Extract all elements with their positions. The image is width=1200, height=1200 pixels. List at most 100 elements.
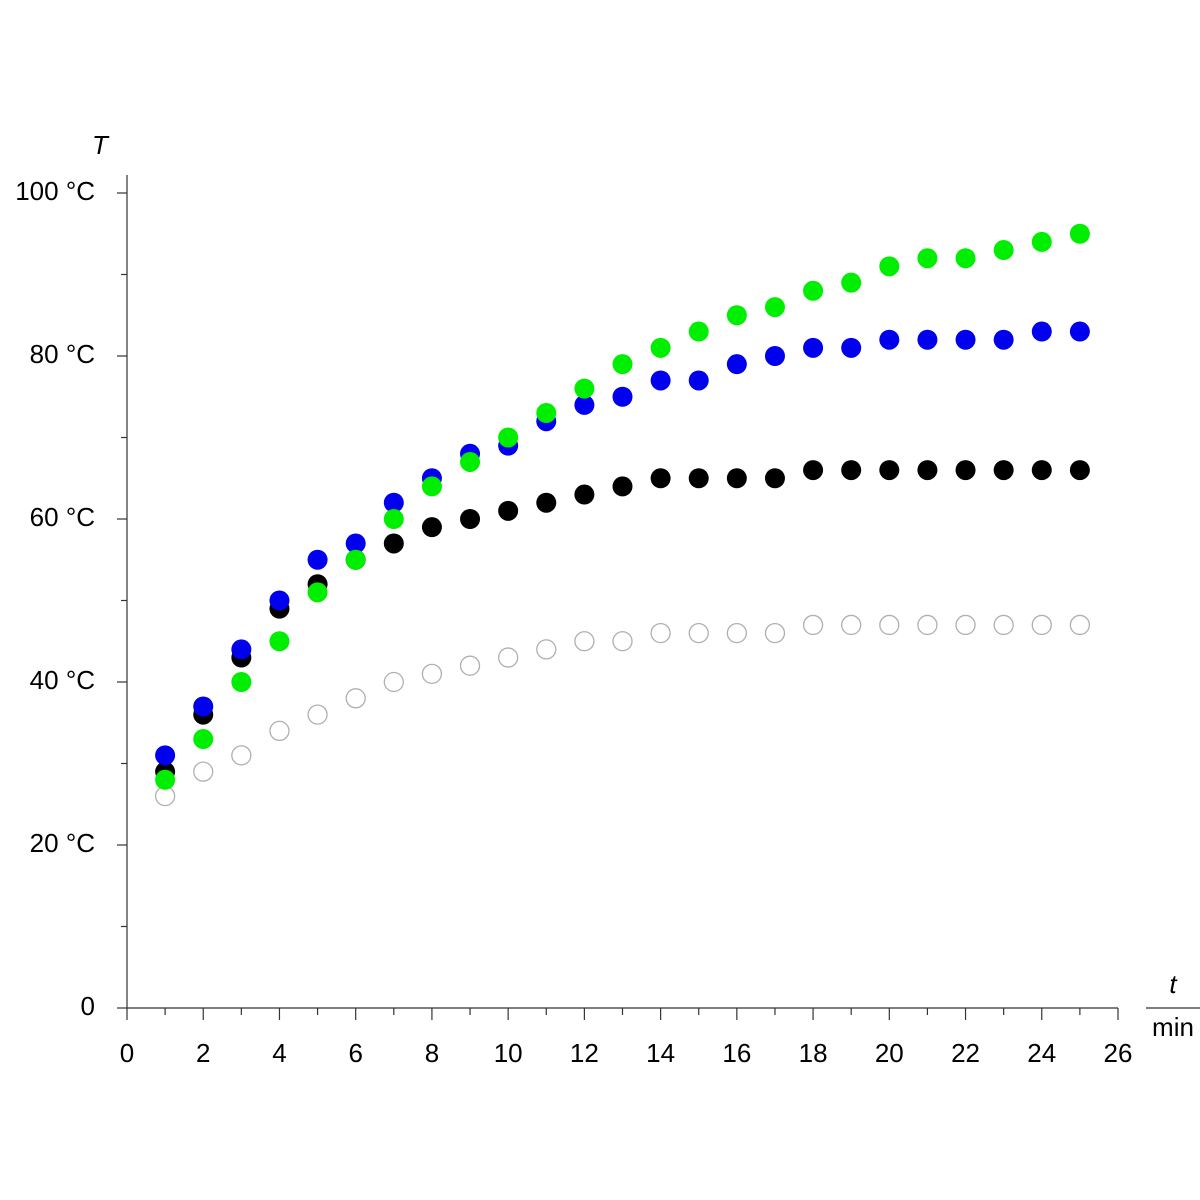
- data-point: [193, 696, 214, 717]
- data-point: [231, 745, 252, 766]
- data-point: [841, 614, 862, 636]
- x-axis-unit: min: [1152, 1012, 1194, 1042]
- data-point: [803, 280, 824, 301]
- data-point: [688, 622, 709, 644]
- data-point: [1031, 231, 1052, 252]
- data-point: [993, 614, 1014, 636]
- data-point: [612, 354, 633, 375]
- data-point: [764, 468, 785, 489]
- data-point: [269, 631, 290, 652]
- data-point: [955, 460, 976, 481]
- data-point: [650, 468, 671, 489]
- data-point: [879, 256, 900, 277]
- data-point: [307, 549, 328, 570]
- data-point: [1069, 460, 1090, 481]
- data-point: [574, 631, 595, 652]
- data-point: [574, 394, 595, 415]
- x-tick-label: 20: [875, 1038, 904, 1068]
- data-point: [421, 663, 443, 684]
- data-point: [955, 614, 976, 636]
- x-tick-label: 18: [799, 1038, 828, 1068]
- y-tick-label: 20 °C: [30, 828, 95, 858]
- data-point: [726, 305, 747, 326]
- data-point: [574, 484, 595, 505]
- data-point: [460, 451, 481, 472]
- data-point: [993, 329, 1014, 350]
- y-tick-label: 100 °C: [15, 176, 95, 206]
- data-point: [993, 460, 1014, 481]
- data-point: [688, 321, 709, 342]
- data-point: [841, 272, 862, 293]
- data-point: [307, 582, 328, 603]
- data-point: [803, 337, 824, 358]
- data-point: [269, 720, 290, 742]
- data-point: [802, 614, 824, 636]
- x-tick-label: 8: [425, 1038, 439, 1068]
- data-point: [879, 329, 900, 350]
- x-tick-label: 14: [646, 1038, 675, 1068]
- data-point: [688, 370, 709, 391]
- data-point: [383, 671, 404, 693]
- data-point: [726, 468, 747, 489]
- data-point: [1031, 460, 1052, 481]
- x-tick-label: 2: [196, 1038, 210, 1068]
- y-tick-label: 40 °C: [30, 665, 95, 695]
- data-point: [536, 492, 557, 513]
- x-tick-label: 12: [570, 1038, 599, 1068]
- data-point: [155, 769, 176, 790]
- data-point: [612, 631, 633, 652]
- data-point: [612, 386, 633, 407]
- y-tick-label: 0: [81, 991, 95, 1021]
- data-point: [917, 329, 938, 350]
- data-point: [231, 639, 252, 660]
- data-point: [841, 337, 862, 358]
- data-point: [764, 297, 785, 318]
- x-tick-label: 6: [348, 1038, 362, 1068]
- data-point: [803, 460, 824, 481]
- data-point: [421, 476, 442, 497]
- data-point: [536, 403, 557, 424]
- data-point: [764, 622, 786, 644]
- data-point: [1031, 614, 1052, 636]
- data-point: [307, 704, 328, 725]
- data-point: [345, 533, 366, 554]
- data-point: [764, 346, 785, 366]
- y-axis-label: T: [92, 130, 110, 160]
- x-axis-label: t: [1169, 969, 1178, 999]
- data-point: [841, 460, 862, 481]
- data-point: [345, 549, 366, 570]
- x-tick-label: 10: [494, 1038, 523, 1068]
- data-point: [193, 729, 214, 750]
- data-point: [269, 590, 290, 611]
- data-point: [650, 370, 671, 391]
- data-point: [498, 647, 519, 668]
- data-point: [421, 517, 442, 538]
- data-point: [498, 427, 519, 448]
- x-tick-label: 0: [120, 1038, 134, 1068]
- data-point: [726, 622, 747, 644]
- data-point: [955, 248, 976, 269]
- data-point: [383, 509, 404, 529]
- data-point: [917, 248, 938, 269]
- data-point: [650, 622, 671, 644]
- data-point: [917, 460, 938, 481]
- data-point: [879, 614, 900, 636]
- data-point: [1069, 614, 1091, 636]
- x-tick-label: 22: [951, 1038, 980, 1068]
- data-point: [688, 468, 709, 489]
- data-point: [726, 354, 747, 375]
- x-tick-label: 4: [272, 1038, 286, 1068]
- data-point: [155, 745, 176, 766]
- data-point: [955, 329, 976, 350]
- data-point: [193, 761, 214, 782]
- data-point: [345, 688, 366, 709]
- data-point: [917, 614, 938, 636]
- x-tick-label: 16: [722, 1038, 751, 1068]
- data-point: [879, 460, 900, 481]
- data-point: [536, 639, 557, 660]
- x-tick-label: 24: [1027, 1038, 1056, 1068]
- data-point: [574, 378, 595, 399]
- y-tick-label: 60 °C: [30, 502, 95, 532]
- y-tick-label: 80 °C: [30, 339, 95, 369]
